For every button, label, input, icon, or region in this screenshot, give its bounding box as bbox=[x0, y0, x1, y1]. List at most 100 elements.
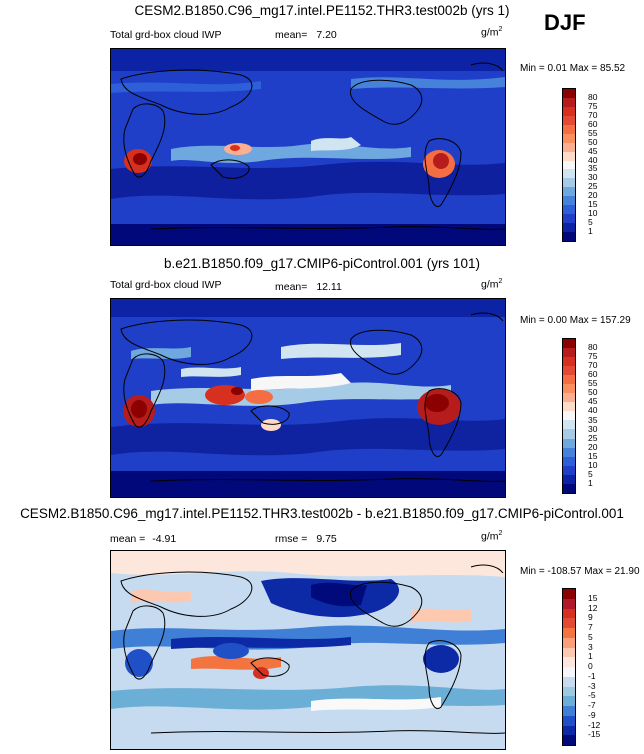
colorbar-swatch bbox=[563, 89, 575, 98]
colorbar-tick-label: 70 bbox=[588, 360, 598, 371]
panel-2-map-svg bbox=[111, 299, 505, 497]
colorbar-swatch bbox=[563, 657, 575, 667]
colorbar-swatch bbox=[563, 715, 575, 726]
panel-2-units: g/m2 bbox=[481, 278, 502, 291]
panel-3-mean-value: -4.91 bbox=[152, 533, 177, 545]
colorbar-tick-label: 20 bbox=[588, 190, 598, 201]
colorbar-tick-label: -5 bbox=[588, 690, 596, 701]
colorbar-swatch bbox=[563, 411, 575, 421]
panel-1-title: CESM2.B1850.C96_mg17.intel.PE1152.THR3.t… bbox=[134, 3, 510, 18]
panel-3-mean-label: mean = bbox=[110, 533, 146, 545]
colorbar-tick-label: 55 bbox=[588, 378, 598, 389]
colorbar-tick-label: 50 bbox=[588, 387, 598, 398]
panel-2-field-label: Total grd-box cloud IWP bbox=[110, 279, 222, 291]
colorbar-tick-label: 75 bbox=[588, 100, 598, 111]
colorbar-tick-label: 60 bbox=[588, 118, 598, 129]
colorbar-swatch bbox=[563, 483, 575, 493]
colorbar-tick-label: 35 bbox=[588, 163, 598, 174]
colorbar-tick-label: 35 bbox=[588, 414, 598, 425]
colorbar-swatch bbox=[563, 429, 575, 439]
panel-2-units-sup: 2 bbox=[498, 278, 503, 285]
colorbar-swatch bbox=[563, 339, 575, 349]
colorbar-tick-label: 5 bbox=[588, 217, 593, 228]
colorbar-tick-label: -12 bbox=[588, 719, 601, 730]
colorbar-tick-label: -3 bbox=[588, 680, 596, 691]
colorbar-swatch bbox=[563, 106, 575, 116]
colorbar-tick-label: 25 bbox=[588, 181, 598, 192]
panel-3-units-sup: 2 bbox=[498, 530, 503, 537]
colorbar-swatch bbox=[563, 357, 575, 367]
colorbar-swatch bbox=[563, 456, 575, 466]
panel-2-units-text: g/m bbox=[481, 278, 499, 291]
panel-3-map-svg bbox=[111, 551, 505, 749]
panel-3-rmse: rmse = 9.75 bbox=[275, 533, 337, 545]
colorbar-swatch bbox=[563, 97, 575, 107]
colorbar-swatch bbox=[563, 151, 575, 161]
colorbar-swatch bbox=[563, 628, 575, 638]
colorbar-tick-label: 5 bbox=[588, 631, 593, 642]
panel-3-title: CESM2.B1850.C96_mg17.intel.PE1152.THR3.t… bbox=[20, 506, 624, 521]
colorbar-tick-label: 55 bbox=[588, 127, 598, 138]
colorbar-tick-label: 20 bbox=[588, 441, 598, 452]
colorbar-tick-label: 75 bbox=[588, 351, 598, 362]
panel-1-units-sup: 2 bbox=[498, 26, 503, 33]
colorbar-swatch bbox=[563, 366, 575, 376]
colorbar-swatch bbox=[563, 447, 575, 457]
colorbar-swatch bbox=[563, 115, 575, 125]
colorbar-swatch bbox=[563, 402, 575, 412]
panel-1-min-max: Min = 0.01 Max = 85.52 bbox=[520, 63, 626, 74]
colorbar-tick-label: 1 bbox=[588, 651, 593, 662]
colorbar-tick-label: 15 bbox=[588, 199, 598, 210]
colorbar-swatch bbox=[563, 667, 575, 677]
colorbar-tick-label: 80 bbox=[588, 342, 598, 353]
panel-2-mean: mean= 12.11 bbox=[275, 281, 342, 293]
colorbar-swatch bbox=[563, 637, 575, 648]
colorbar-swatch bbox=[563, 375, 575, 385]
colorbar-swatch bbox=[563, 608, 575, 619]
panel-3-rmse-label: rmse = bbox=[275, 533, 308, 545]
colorbar-tick-label: 25 bbox=[588, 432, 598, 443]
colorbar-tick-label: -15 bbox=[588, 729, 601, 740]
colorbar-tick-label: 45 bbox=[588, 396, 598, 407]
colorbar-tick-label: 70 bbox=[588, 109, 598, 120]
colorbar-tick-label: -1 bbox=[588, 670, 596, 681]
colorbar-tick-label: 50 bbox=[588, 136, 598, 147]
season-label: DJF bbox=[544, 10, 586, 35]
colorbar-swatch bbox=[563, 384, 575, 394]
panel-2-mean-value: 12.11 bbox=[316, 281, 342, 293]
panel-1-map bbox=[110, 48, 506, 246]
colorbar-swatch bbox=[563, 589, 575, 599]
colorbar-swatch bbox=[563, 465, 575, 475]
panel-2-mean-label: mean= bbox=[275, 281, 308, 293]
colorbar-swatch bbox=[563, 205, 575, 215]
colorbar-tick-label: 30 bbox=[588, 423, 598, 434]
colorbar-tick-label: 1 bbox=[588, 477, 593, 488]
colorbar-tick-label: -9 bbox=[588, 709, 596, 720]
colorbar-swatch bbox=[563, 214, 575, 224]
panel-3-rmse-value: 9.75 bbox=[316, 533, 337, 545]
colorbar-tick-label: 9 bbox=[588, 612, 593, 623]
colorbar-tick-label: 30 bbox=[588, 172, 598, 183]
panel-1-units-text: g/m bbox=[481, 26, 499, 39]
colorbar-swatch bbox=[563, 598, 575, 609]
colorbar-swatch bbox=[563, 618, 575, 628]
panel-3-colorbar-swatches bbox=[563, 589, 575, 745]
panel-1-colorbar bbox=[562, 88, 576, 242]
colorbar-tick-label: 60 bbox=[588, 369, 598, 380]
colorbar-swatch bbox=[563, 223, 575, 232]
colorbar-swatch bbox=[563, 735, 575, 745]
colorbar-swatch bbox=[563, 438, 575, 448]
colorbar-swatch bbox=[563, 124, 575, 134]
colorbar-tick-label: 80 bbox=[588, 91, 598, 102]
colorbar-swatch bbox=[563, 133, 575, 143]
colorbar-tick-label: 12 bbox=[588, 602, 598, 613]
panel-2-min-max: Min = 0.00 Max = 157.29 bbox=[520, 315, 631, 326]
colorbar-swatch bbox=[563, 647, 575, 658]
panel-1-map-svg bbox=[111, 49, 505, 245]
colorbar-swatch bbox=[563, 725, 575, 736]
colorbar-tick-label: 45 bbox=[588, 145, 598, 156]
colorbar-swatch bbox=[563, 474, 575, 484]
colorbar-swatch bbox=[563, 420, 575, 430]
panel-2-colorbar bbox=[562, 338, 576, 494]
colorbar-swatch bbox=[563, 178, 575, 188]
